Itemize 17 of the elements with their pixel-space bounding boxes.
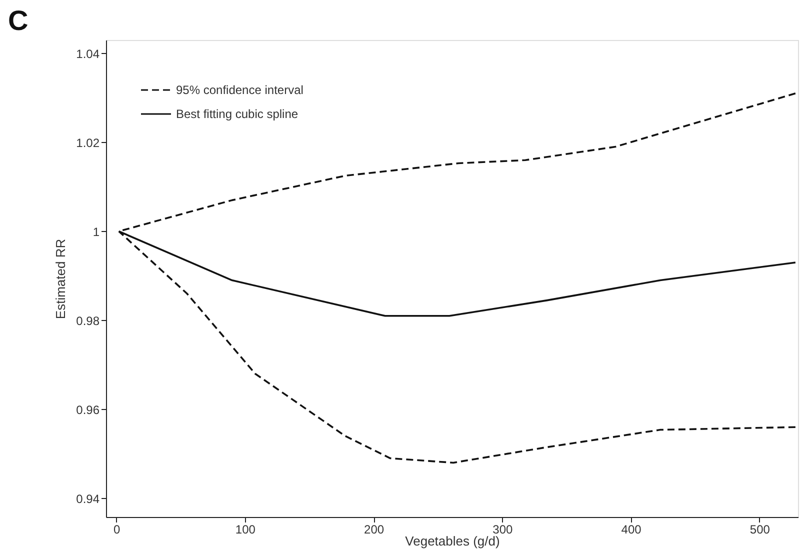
x-tick-label: 200 [364,522,384,536]
x-tick-label: 400 [621,522,642,536]
y-axis-title: Estimated RR [53,238,68,320]
y-tick-label: 1.04 [76,46,100,61]
legend-label: Best fitting cubic spline [176,107,298,121]
x-tick-label: 300 [492,522,513,536]
y-tick-label: 0.94 [76,492,100,506]
y-tick-label: 0.96 [76,402,100,417]
legend-label: 95% confidence interval [176,83,304,97]
x-axis-title: Vegetables (g/d) [405,534,500,548]
chart-title: C [8,5,28,36]
x-tick-label: 100 [235,522,256,536]
y-tick-label: 1 [92,224,100,239]
x-tick-label: 0 [113,522,120,536]
x-tick-label: 500 [750,522,770,536]
y-tick-label: 0.98 [76,314,100,328]
y-tick-label: 1.02 [76,136,100,150]
